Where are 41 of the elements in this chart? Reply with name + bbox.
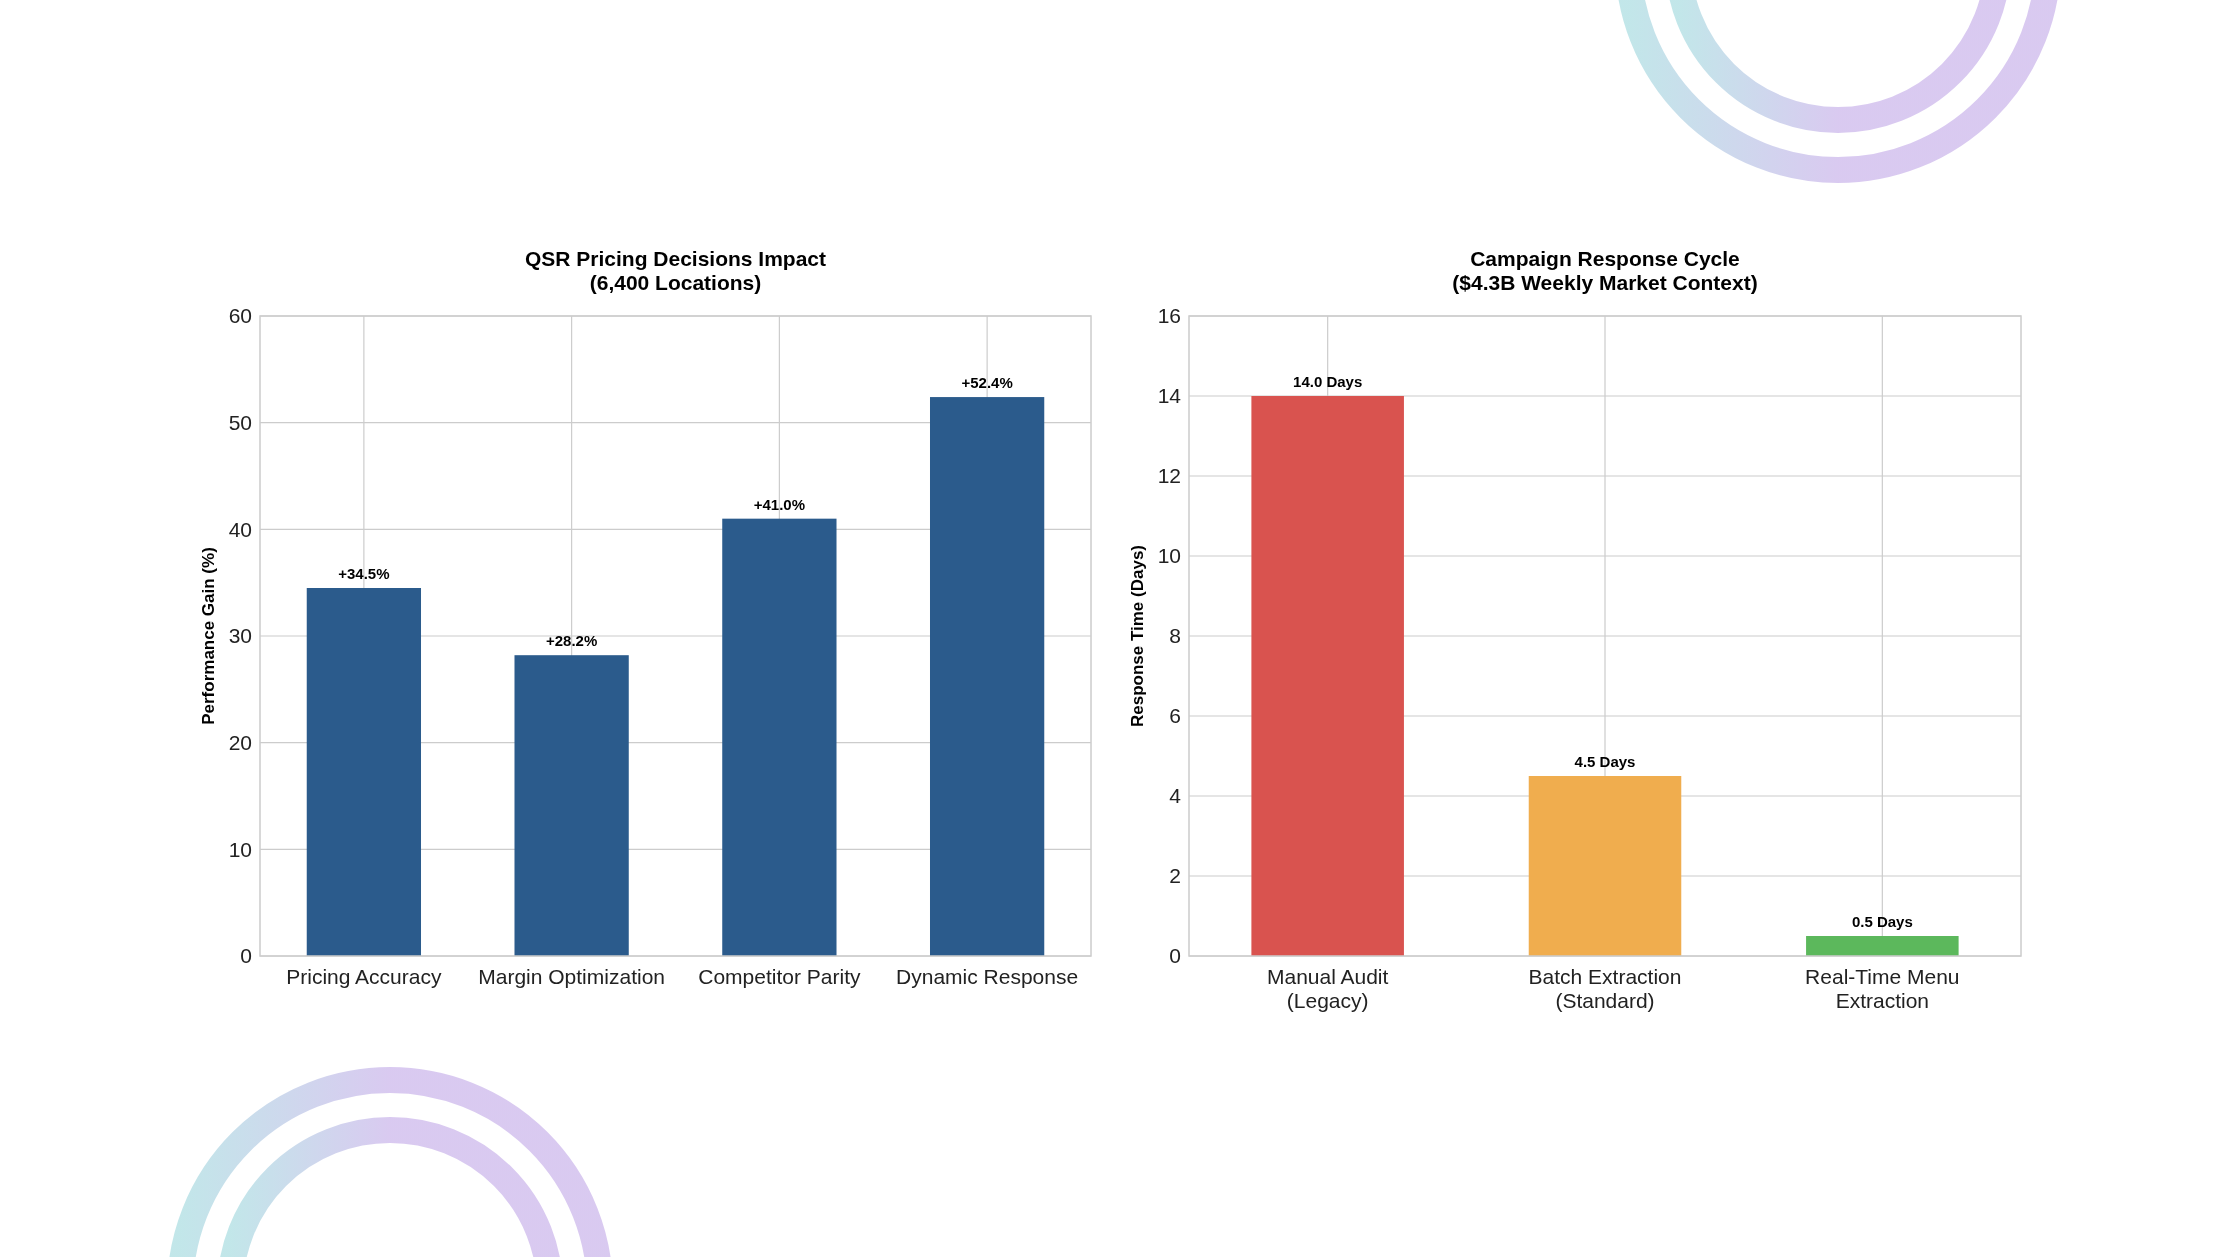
bar <box>722 518 837 956</box>
y-tick-label: 2 <box>1169 864 1181 888</box>
y-tick-label: 50 <box>228 411 252 435</box>
y-tick-label: 12 <box>1157 464 1181 488</box>
data-label: +34.5% <box>338 565 390 582</box>
x-tick-label: Competitor Parity <box>698 965 861 988</box>
x-tick-label: Real-Time Menu Extraction <box>1805 965 1960 1012</box>
y-tick-label: 60 <box>228 304 252 328</box>
y-tick-label: 10 <box>1157 544 1181 568</box>
y-axis-title: Performance Gain (%) <box>199 547 218 725</box>
y-tick-label: 0 <box>240 944 252 968</box>
y-tick-label: 10 <box>228 837 252 861</box>
x-tick-label: Batch Extraction (Standard) <box>1528 965 1682 1012</box>
chart-title: QSR Pricing Decisions Impact (6,400 Locations) <box>524 247 827 294</box>
y-tick-label: 6 <box>1169 704 1181 728</box>
x-tick-label: Pricing Accuracy <box>286 965 442 988</box>
bar <box>1251 396 1404 956</box>
data-label: +28.2% <box>545 632 598 650</box>
y-axis-title: Response Time (Days) <box>1128 544 1147 728</box>
y-tick-label: 30 <box>228 624 252 648</box>
x-tick-label: Dynamic Response <box>896 965 1079 988</box>
x-tick-label: Margin Optimization <box>478 965 665 988</box>
bar <box>1528 776 1682 956</box>
data-label: +41.0% <box>753 495 806 513</box>
data-label: 0.5 Days <box>1851 913 1913 930</box>
y-tick-label: 8 <box>1169 624 1181 648</box>
y-tick-label: 14 <box>1157 384 1182 408</box>
data-label: 4.5 Days <box>1574 753 1636 770</box>
chart-title: Campaign Response Cycle ($4.3B Weekly Market Context) <box>1452 247 1758 294</box>
y-tick-label: 16 <box>1157 304 1181 328</box>
bar <box>306 588 422 956</box>
bar <box>1806 936 1959 956</box>
bar <box>514 655 629 956</box>
y-tick-label: 20 <box>228 731 252 755</box>
x-tick-label: Manual Audit (Legacy) <box>1266 965 1389 1012</box>
y-tick-label: 40 <box>228 517 252 541</box>
y-tick-label: 4 <box>1169 784 1182 808</box>
data-label: +52.4% <box>961 374 1013 392</box>
bar <box>929 397 1045 956</box>
data-label: 14.0 Days <box>1293 373 1363 390</box>
y-tick-label: 0 <box>1169 944 1181 968</box>
